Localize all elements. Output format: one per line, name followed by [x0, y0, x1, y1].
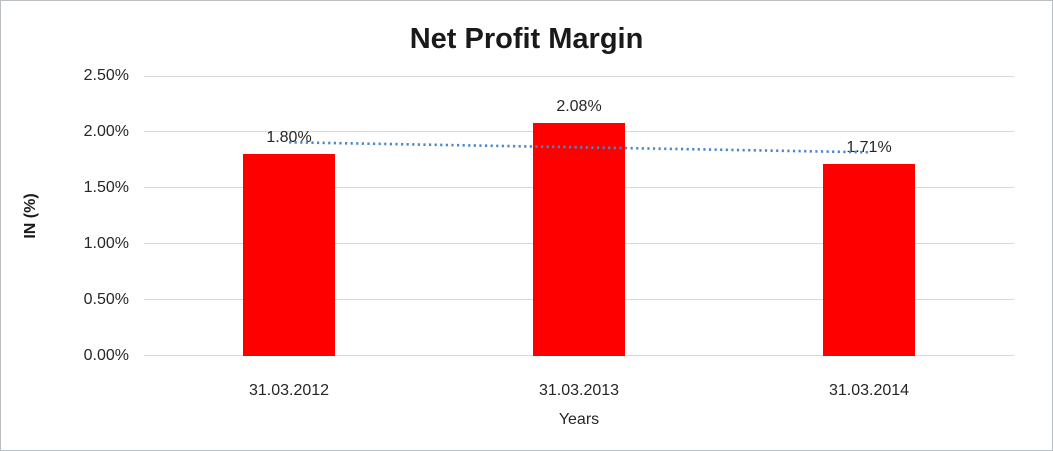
- plot-area: 1.80% 2.08% 1.71%: [144, 76, 1014, 356]
- y-tick-label: 0.50%: [83, 291, 129, 308]
- bar: [533, 123, 625, 356]
- y-tick-label: 1.00%: [83, 235, 129, 252]
- bar-value-label: 2.08%: [556, 98, 602, 115]
- category-label: 31.03.2012: [248, 382, 330, 399]
- chart-title: Net Profit Margin: [409, 23, 644, 55]
- trendline: [288, 141, 870, 154]
- y-tick-label: 0.00%: [83, 347, 129, 364]
- x-axis-title: Years: [558, 411, 600, 428]
- category-label: 31.03.2014: [828, 382, 910, 399]
- y-tick-label: 1.50%: [83, 179, 129, 196]
- y-tick-label: 2.50%: [83, 67, 129, 84]
- gridline: [144, 76, 1014, 77]
- bar-value-label: 1.71%: [846, 139, 892, 156]
- y-tick-label: 2.00%: [83, 123, 129, 140]
- bar: [243, 154, 335, 356]
- category-label: 31.03.2013: [538, 382, 620, 399]
- bar: [823, 164, 915, 356]
- y-axis-title: IN (%): [22, 193, 39, 239]
